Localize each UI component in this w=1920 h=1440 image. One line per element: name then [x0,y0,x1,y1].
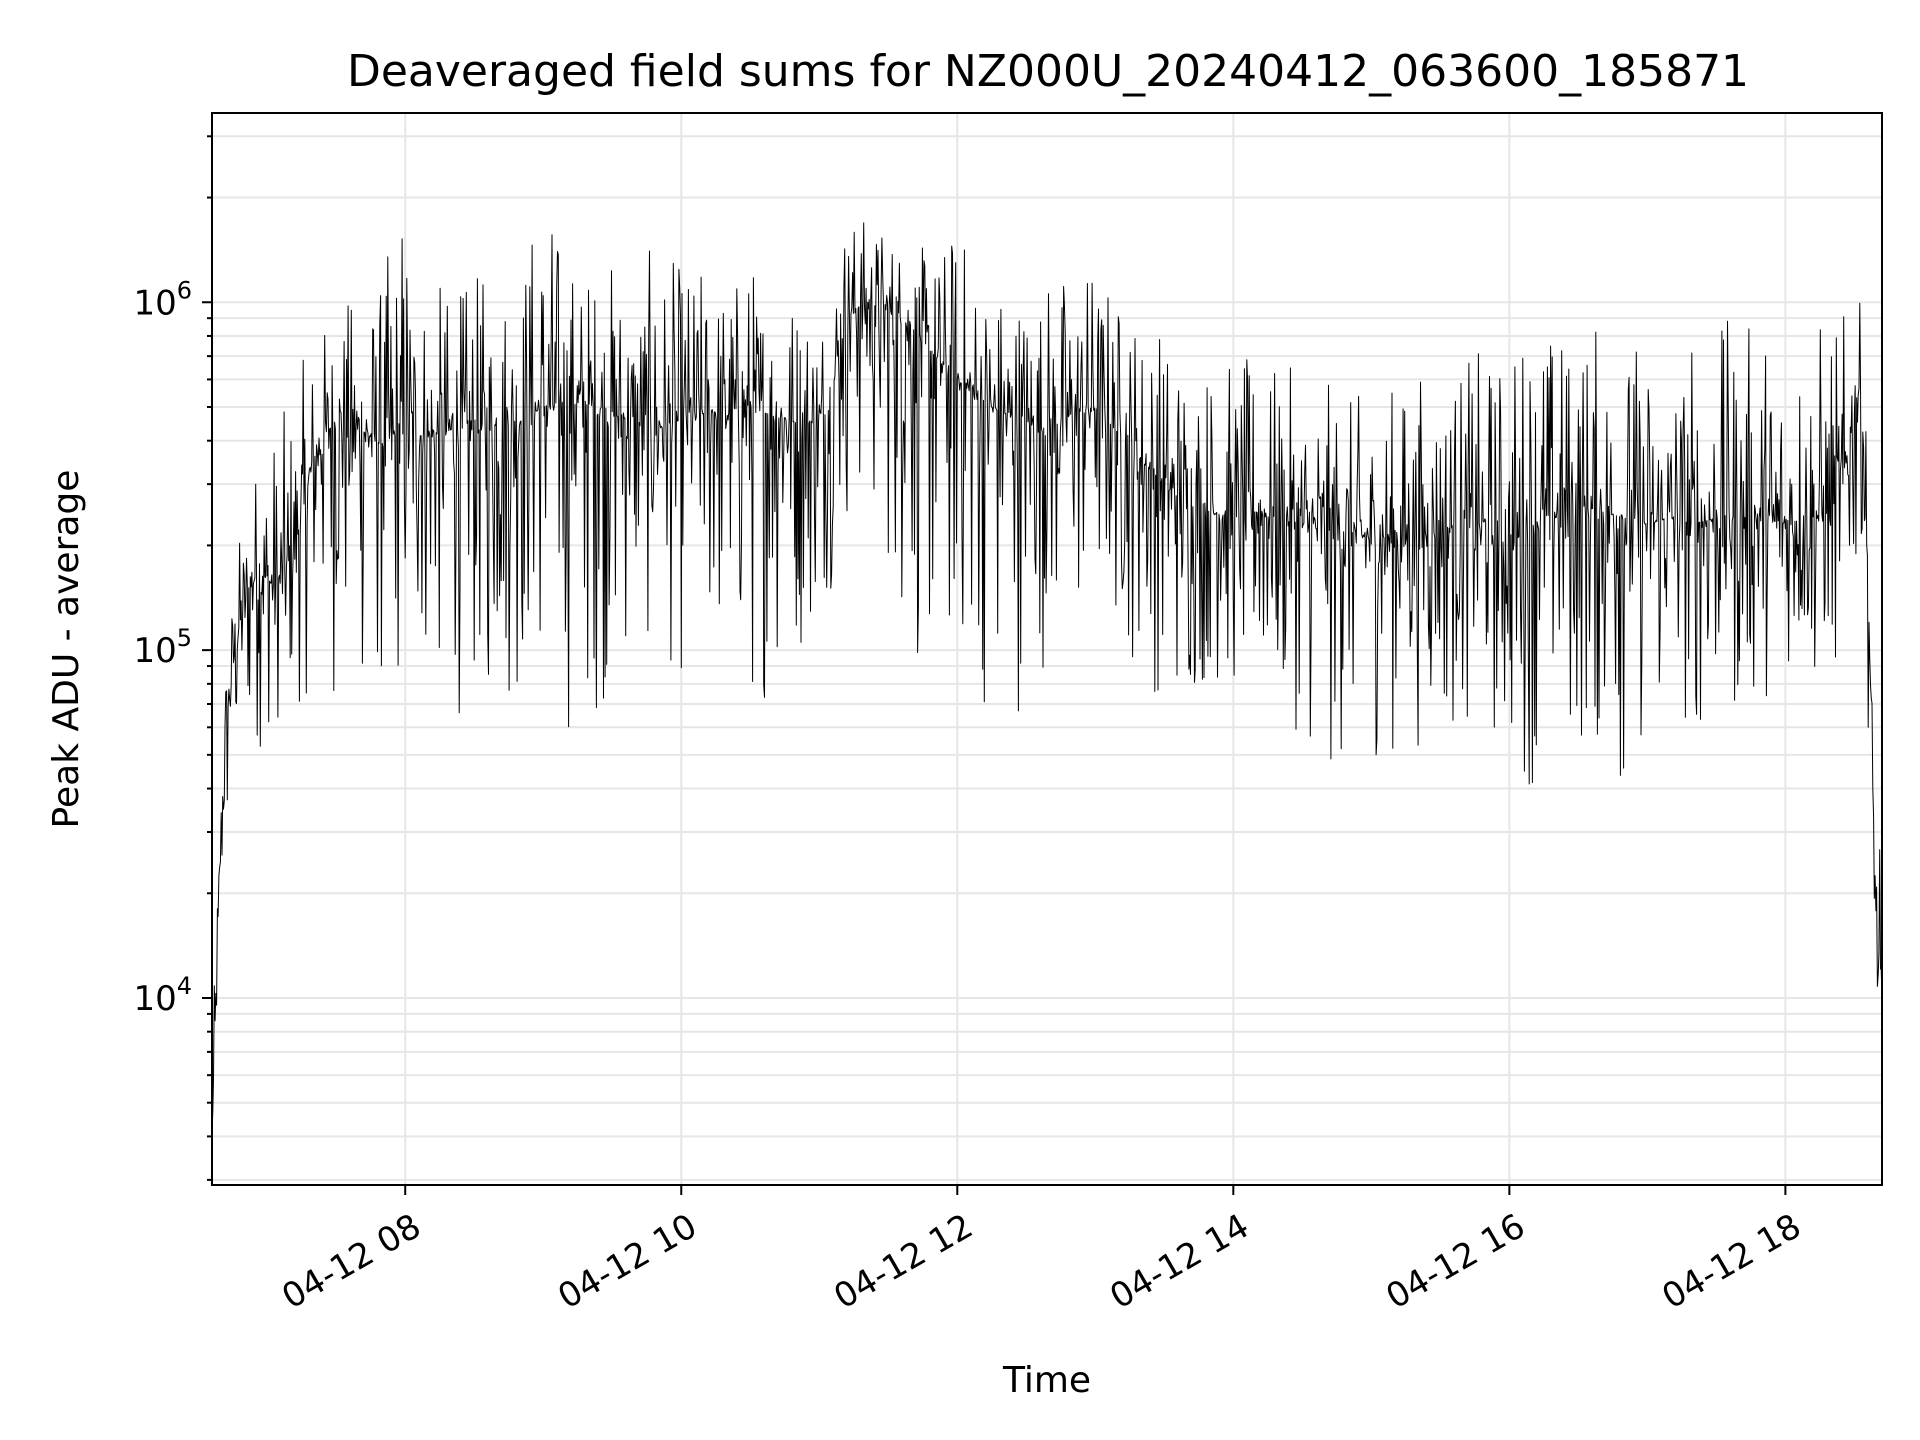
y-axis-ticks: 104 105 106 [133,135,212,1181]
chart-title: Deaveraged field sums for NZ000U_2024041… [347,46,1749,97]
plot-frame [211,112,1883,1186]
x-tick-label: 04-12 12 [827,1206,979,1317]
data-series-line [211,222,1883,1134]
x-tick-label: 04-12 16 [1379,1206,1531,1317]
y-axis-label: Peak ADU - average [46,470,87,829]
x-axis-ticks: 04-12 08 04-12 10 04-12 12 04-12 14 04-12 16… [275,1185,1808,1317]
y-tick-label: 104 [133,972,192,1019]
y-tick-label: 105 [133,624,192,671]
x-tick-label: 04-12 14 [1103,1206,1255,1317]
x-axis-label: Time [1002,1360,1091,1401]
grid-lines [212,113,1882,1185]
data-line-layer [211,222,1883,1134]
x-tick-label: 04-12 18 [1655,1206,1807,1317]
x-tick-label: 04-12 10 [551,1206,703,1317]
y-tick-label: 106 [133,276,192,323]
x-tick-label: 04-12 08 [275,1206,427,1317]
